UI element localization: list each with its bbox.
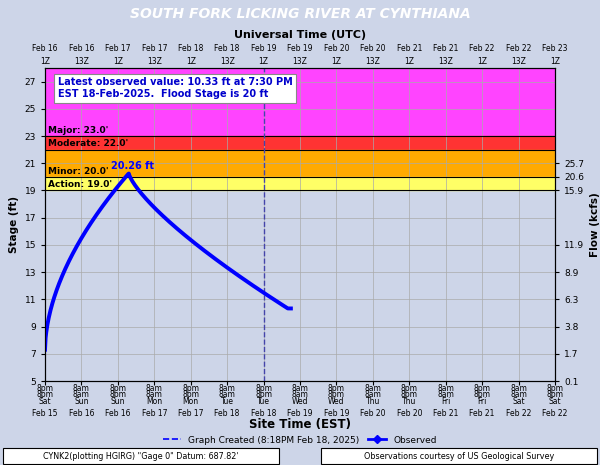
Text: Feb 22: Feb 22	[542, 408, 568, 418]
Y-axis label: Flow (kcfs): Flow (kcfs)	[590, 192, 600, 257]
Text: Feb 22: Feb 22	[506, 44, 531, 53]
Text: Feb 16: Feb 16	[32, 44, 58, 53]
Text: 8pm: 8pm	[182, 384, 199, 392]
Text: Thu: Thu	[402, 397, 416, 405]
Text: Feb 19: Feb 19	[287, 44, 313, 53]
Text: 1Z: 1Z	[40, 57, 50, 66]
Text: Site Time (EST): Site Time (EST)	[249, 418, 351, 431]
Text: 8pm: 8pm	[109, 384, 127, 392]
Text: Feb 18: Feb 18	[214, 408, 240, 418]
Text: Feb 15: Feb 15	[32, 408, 58, 418]
Text: Feb 20: Feb 20	[323, 44, 349, 53]
Text: Mon: Mon	[182, 397, 199, 405]
Bar	[3, 448, 279, 464]
Text: Feb 21: Feb 21	[397, 44, 422, 53]
Bar	[45, 150, 555, 177]
Y-axis label: Stage (ft): Stage (ft)	[9, 196, 19, 253]
Text: 1Z: 1Z	[550, 57, 560, 66]
Text: 8am: 8am	[437, 384, 454, 392]
Text: Latest observed value: 10.33 ft at 7:30 PM
EST 18-Feb-2025.  Flood Stage is 20 f: Latest observed value: 10.33 ft at 7:30 …	[58, 77, 293, 99]
Text: Feb 20: Feb 20	[360, 44, 386, 53]
Text: Sat: Sat	[548, 397, 562, 405]
Text: Sat: Sat	[512, 397, 525, 405]
Text: 13Z: 13Z	[147, 57, 162, 66]
Text: 8pm: 8pm	[473, 384, 491, 392]
Text: 13Z: 13Z	[365, 57, 380, 66]
Text: Fri: Fri	[441, 397, 451, 405]
Text: Feb 16: Feb 16	[105, 408, 131, 418]
Text: Minor: 20.0': Minor: 20.0'	[47, 166, 108, 175]
Text: 13Z: 13Z	[293, 57, 307, 66]
Text: 8am: 8am	[73, 384, 90, 392]
Text: Sun: Sun	[110, 397, 125, 405]
Text: CYNK2(plotting HGIRG) "Gage 0" Datum: 687.82': CYNK2(plotting HGIRG) "Gage 0" Datum: 68…	[43, 452, 239, 460]
Text: 8pm: 8pm	[547, 384, 563, 392]
Text: 13Z: 13Z	[438, 57, 453, 66]
Text: 8am: 8am	[364, 384, 381, 392]
Text: Feb 16: Feb 16	[68, 408, 94, 418]
Text: Major: 23.0': Major: 23.0'	[47, 126, 108, 135]
Text: 1Z: 1Z	[331, 57, 341, 66]
Text: Feb 21: Feb 21	[433, 44, 458, 53]
Text: Feb 17: Feb 17	[105, 44, 131, 53]
Text: Fri: Fri	[478, 397, 487, 405]
Text: Tue: Tue	[257, 397, 270, 405]
Text: Feb 19: Feb 19	[251, 44, 277, 53]
Text: Sat: Sat	[38, 397, 52, 405]
Text: 13Z: 13Z	[511, 57, 526, 66]
Text: Observations courtesy of US Geological Survey: Observations courtesy of US Geological S…	[364, 452, 554, 460]
Text: Wed: Wed	[328, 397, 344, 405]
Text: 13Z: 13Z	[220, 57, 235, 66]
Text: 1Z: 1Z	[477, 57, 487, 66]
Text: Feb 20: Feb 20	[397, 408, 422, 418]
Text: Action: 19.0': Action: 19.0'	[47, 180, 112, 189]
Text: Feb 19: Feb 19	[323, 408, 349, 418]
Text: 1Z: 1Z	[259, 57, 269, 66]
Text: 8am: 8am	[219, 384, 236, 392]
Legend: Graph Created (8:18PM Feb 18, 2025), Observed: Graph Created (8:18PM Feb 18, 2025), Obs…	[159, 432, 441, 448]
Bar	[45, 136, 555, 150]
Text: Feb 19: Feb 19	[287, 408, 313, 418]
Text: 1Z: 1Z	[404, 57, 414, 66]
Text: Universal Time (UTC): Universal Time (UTC)	[234, 30, 366, 40]
Text: Feb 21: Feb 21	[469, 408, 495, 418]
Text: Feb 22: Feb 22	[469, 44, 495, 53]
Text: Wed: Wed	[292, 397, 308, 405]
Text: Feb 18: Feb 18	[251, 408, 276, 418]
Bar	[45, 177, 555, 191]
Text: 1Z: 1Z	[186, 57, 196, 66]
Text: 20.26 ft: 20.26 ft	[110, 160, 154, 171]
Text: Tue: Tue	[221, 397, 233, 405]
Text: Feb 20: Feb 20	[360, 408, 386, 418]
Text: Feb 17: Feb 17	[142, 44, 167, 53]
Text: 8am: 8am	[292, 384, 308, 392]
Text: 8am: 8am	[510, 384, 527, 392]
Bar	[45, 68, 555, 136]
Text: Feb 18: Feb 18	[214, 44, 240, 53]
Text: Feb 23: Feb 23	[542, 44, 568, 53]
Text: Feb 18: Feb 18	[178, 44, 203, 53]
Bar	[321, 448, 597, 464]
Text: Feb 16: Feb 16	[68, 44, 94, 53]
Text: 8pm: 8pm	[37, 384, 53, 392]
Text: Feb 17: Feb 17	[178, 408, 203, 418]
Text: Feb 22: Feb 22	[506, 408, 531, 418]
Text: 8pm: 8pm	[328, 384, 345, 392]
Text: 8am: 8am	[146, 384, 163, 392]
Text: 13Z: 13Z	[74, 57, 89, 66]
Text: Moderate: 22.0': Moderate: 22.0'	[47, 140, 128, 148]
Text: 8pm: 8pm	[401, 384, 418, 392]
Text: SOUTH FORK LICKING RIVER AT CYNTHIANA: SOUTH FORK LICKING RIVER AT CYNTHIANA	[130, 7, 470, 21]
Text: Mon: Mon	[146, 397, 163, 405]
Text: Feb 17: Feb 17	[142, 408, 167, 418]
Text: Feb 21: Feb 21	[433, 408, 458, 418]
Text: 1Z: 1Z	[113, 57, 123, 66]
Text: Sun: Sun	[74, 397, 89, 405]
Text: 8pm: 8pm	[255, 384, 272, 392]
Text: Thu: Thu	[365, 397, 380, 405]
